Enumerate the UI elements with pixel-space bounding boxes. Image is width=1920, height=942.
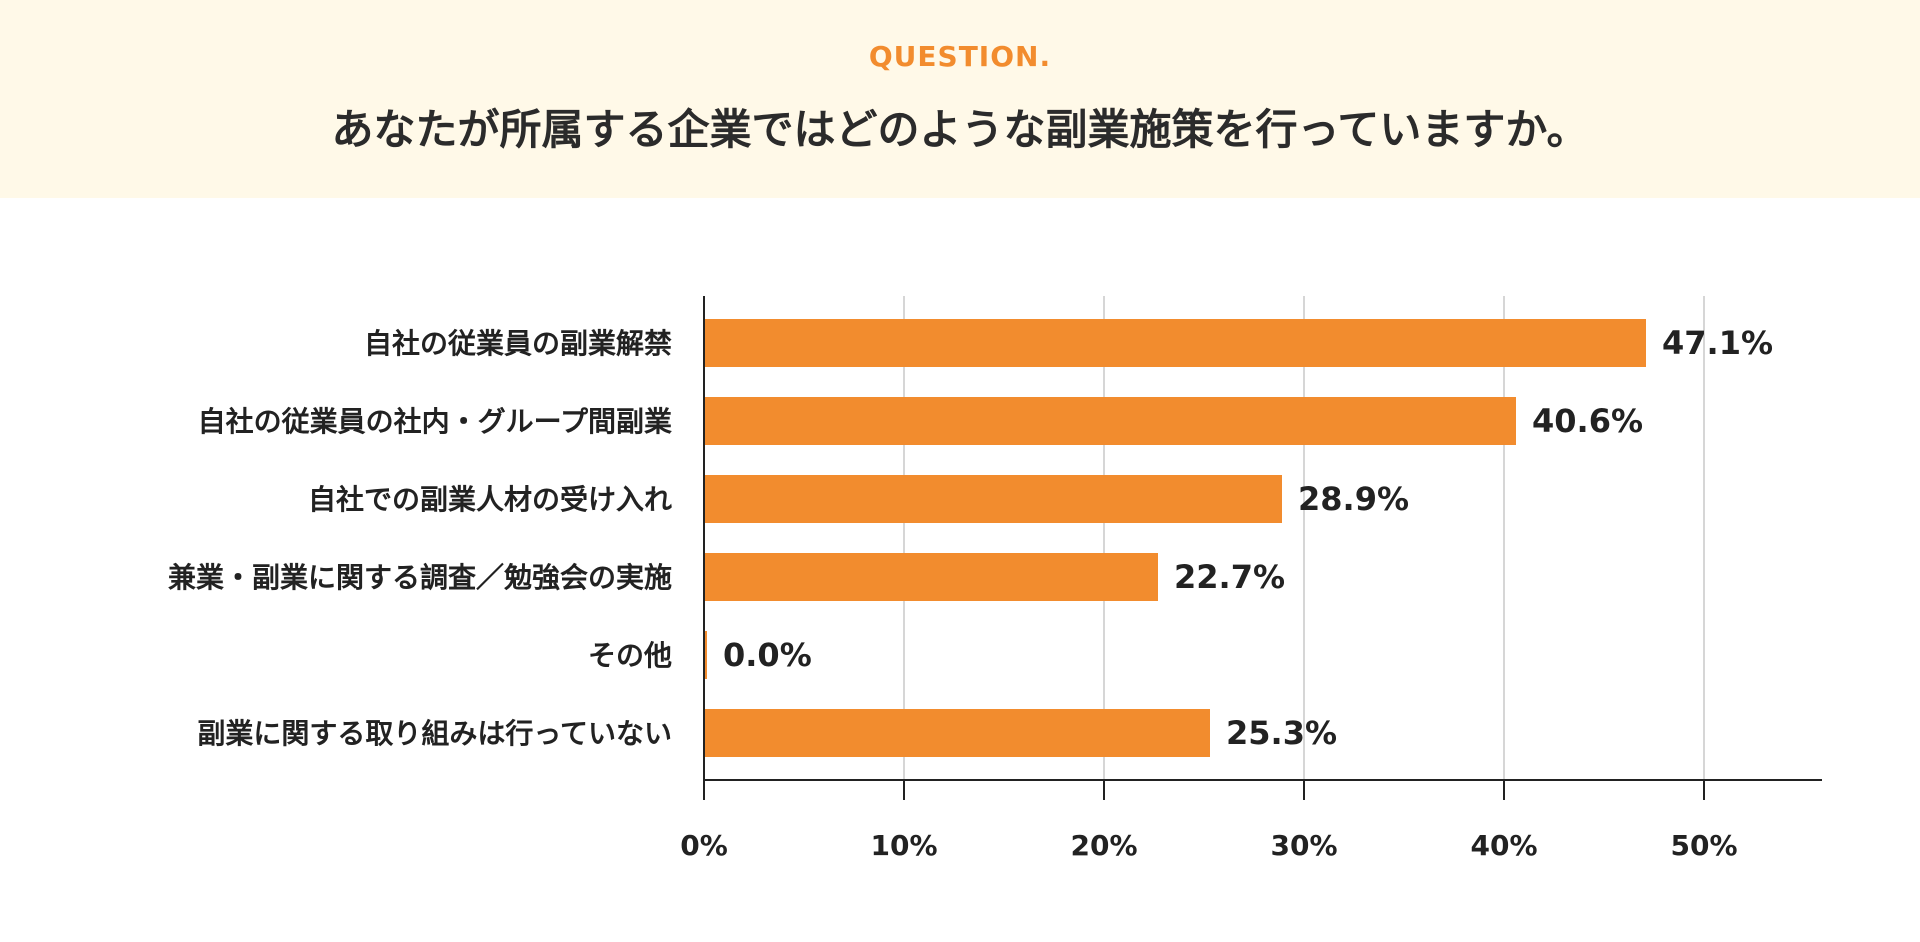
bar: [704, 319, 1646, 367]
value-label: 28.9%: [1298, 480, 1409, 518]
value-label: 25.3%: [1226, 714, 1337, 752]
bar: [704, 553, 1158, 601]
question-text: あなたが所属する企業ではどのような副業施策を行っていますか。: [331, 105, 1589, 154]
value-label: 47.1%: [1662, 324, 1773, 362]
category-label: 自社での副業人材の受け入れ: [308, 483, 672, 516]
question-header: QUESTION. あなたが所属する企業ではどのような副業施策を行っていますか。: [0, 0, 1920, 198]
tick-label: 0%: [680, 829, 728, 862]
category-label: 兼業・副業に関する調査／勉強会の実施: [168, 561, 672, 594]
bar: [704, 397, 1516, 445]
bar: [704, 475, 1282, 523]
value-label: 40.6%: [1532, 402, 1643, 440]
tick-label: 10%: [870, 829, 937, 862]
tick-label: 20%: [1070, 829, 1137, 862]
bar: [704, 709, 1210, 757]
category-label: 自社の従業員の社内・グループ間副業: [198, 405, 672, 438]
question-label: QUESTION.: [868, 40, 1052, 73]
value-label: 22.7%: [1174, 558, 1285, 596]
category-label: 副業に関する取り組みは行っていない: [197, 717, 672, 750]
category-label: その他: [588, 639, 672, 672]
bar: [704, 631, 707, 679]
value-label: 0.0%: [723, 636, 812, 674]
tick-label: 50%: [1670, 829, 1737, 862]
tick-label: 40%: [1470, 829, 1537, 862]
tick-label: 30%: [1270, 829, 1337, 862]
category-label: 自社の従業員の副業解禁: [364, 327, 672, 360]
